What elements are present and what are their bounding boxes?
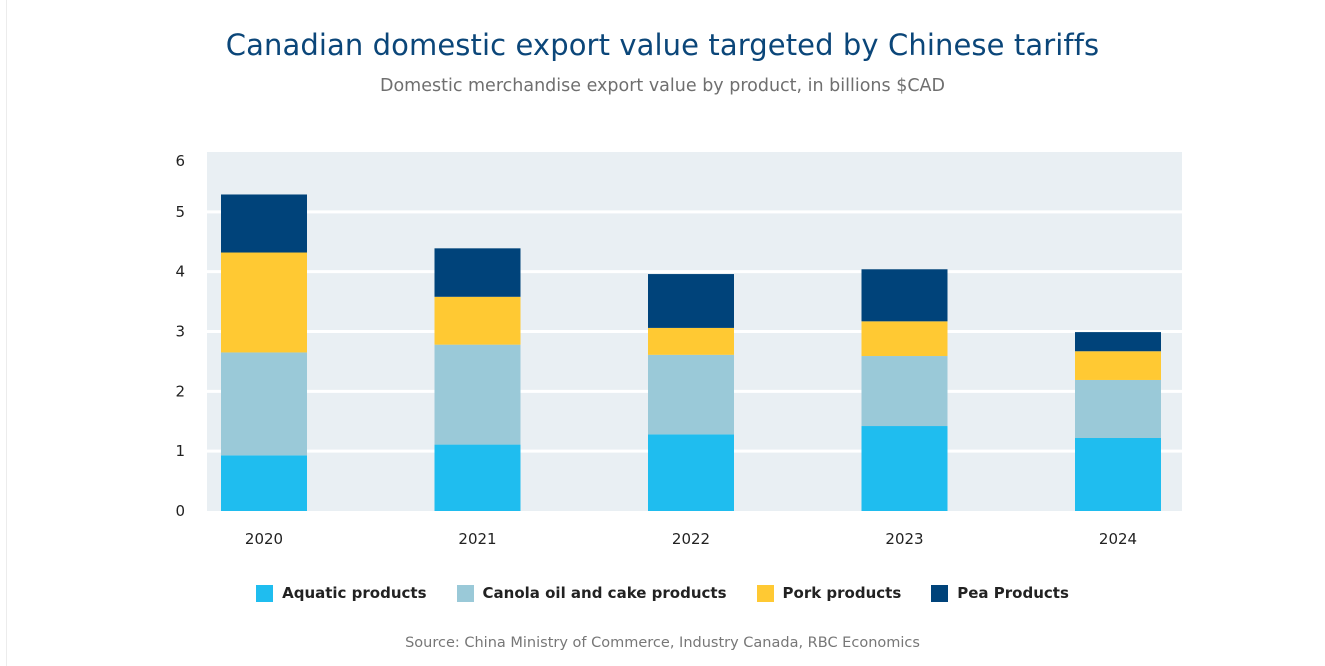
x-tick-label: 2021 [458, 530, 496, 548]
y-tick-label: 4 [175, 263, 185, 281]
legend-item: Pea Products [931, 584, 1069, 602]
bar-segment-pork-products-2024 [1075, 351, 1161, 380]
y-tick-label: 6 [175, 152, 185, 170]
y-tick-label: 1 [175, 442, 185, 460]
x-tick-label: 2023 [885, 530, 923, 548]
x-tick-label: 2024 [1099, 530, 1137, 548]
bar-segment-pork-products-2020 [221, 252, 307, 353]
bar-segment-pea-products-2020 [221, 194, 307, 253]
legend-label: Pea Products [957, 584, 1069, 602]
bar-segment-aquatic-products-2020 [221, 455, 307, 511]
source-note: Source: China Ministry of Commerce, Indu… [405, 635, 920, 651]
bar-segment-canola-oil-and-cake-products-2022 [648, 354, 734, 435]
legend-label: Canola oil and cake products [482, 584, 727, 602]
bar-segment-canola-oil-and-cake-products-2024 [1075, 379, 1161, 439]
legend-swatch [931, 584, 949, 602]
x-tick-label: 2022 [672, 530, 710, 548]
bar-segment-pea-products-2024 [1075, 332, 1161, 352]
y-tick-label: 0 [175, 502, 185, 520]
stacked-bar-chart: 0 1 2 3 4 5 6 2020 2021 2022 2023 2024 [175, 152, 1182, 548]
y-tick-label: 5 [175, 203, 185, 221]
bar-segment-pea-products-2021 [434, 248, 521, 297]
bar-segment-canola-oil-and-cake-products-2021 [434, 344, 521, 445]
chart-title: Canadian domestic export value targeted … [225, 28, 1100, 62]
page-edge-line [6, 0, 7, 666]
bar-segment-aquatic-products-2023 [861, 426, 948, 511]
bar-segment-canola-oil-and-cake-products-2020 [221, 352, 307, 456]
bar-segment-aquatic-products-2022 [648, 434, 734, 511]
legend-label: Pork products [782, 584, 902, 602]
y-tick-label: 2 [175, 382, 185, 400]
legend-item: Pork products [756, 584, 902, 602]
y-tick-label: 3 [175, 323, 185, 341]
legend-item: Canola oil and cake products [456, 584, 727, 602]
bar-segment-pea-products-2023 [861, 269, 948, 322]
legend-swatch [256, 584, 274, 602]
legend-item: Aquatic products [256, 584, 427, 602]
bar-segment-pork-products-2023 [861, 321, 948, 357]
bar-segment-aquatic-products-2021 [434, 444, 521, 511]
legend-swatch [456, 584, 474, 602]
x-tick-label: 2020 [245, 530, 283, 548]
chart-legend: Aquatic products Canola oil and cake prod… [0, 584, 1325, 602]
bar-segment-pork-products-2022 [648, 327, 734, 355]
legend-swatch [756, 584, 774, 602]
chart-subtitle: Domestic merchandise export value by pro… [379, 76, 946, 96]
bar-segment-pork-products-2021 [434, 296, 521, 345]
bar-segment-canola-oil-and-cake-products-2023 [861, 356, 948, 427]
bar-segment-aquatic-products-2024 [1075, 438, 1161, 511]
legend-label: Aquatic products [282, 584, 427, 602]
bar-segment-pea-products-2022 [648, 274, 734, 328]
